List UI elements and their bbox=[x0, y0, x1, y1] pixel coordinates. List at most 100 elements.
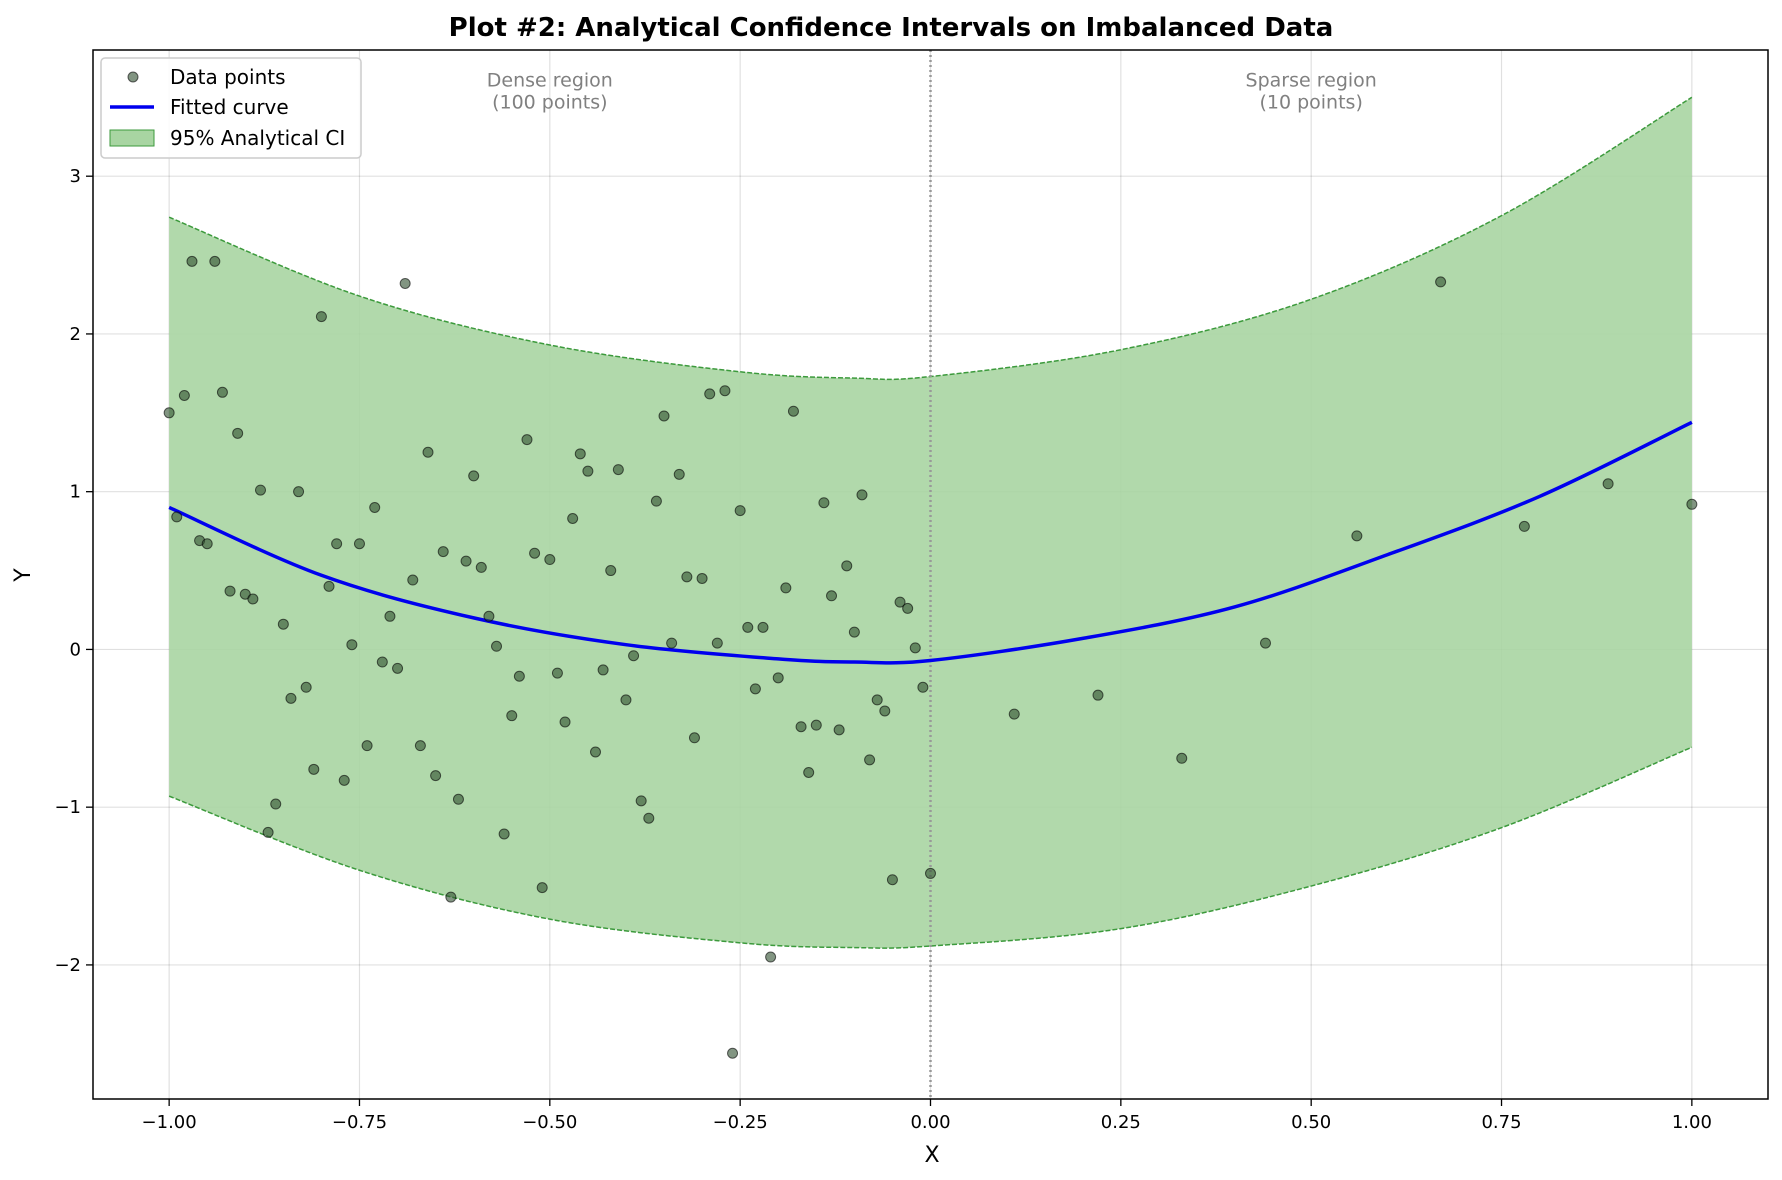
x-tick-label-2: −0.50 bbox=[522, 1112, 577, 1133]
data-point-65 bbox=[658, 410, 670, 422]
data-point-46 bbox=[513, 670, 525, 682]
data-point-93 bbox=[871, 694, 883, 706]
data-point-107 bbox=[1518, 520, 1530, 532]
data-point-6 bbox=[209, 255, 221, 267]
data-point-7 bbox=[216, 386, 228, 398]
data-point-99 bbox=[917, 681, 929, 693]
data-point-102 bbox=[1092, 689, 1104, 701]
data-point-24 bbox=[346, 639, 358, 651]
data-point-8 bbox=[224, 585, 236, 597]
data-point-30 bbox=[392, 662, 404, 674]
x-tick-label-1: −0.75 bbox=[332, 1112, 387, 1133]
data-point-67 bbox=[673, 468, 685, 480]
data-point-66 bbox=[666, 637, 678, 649]
data-point-17 bbox=[293, 486, 305, 498]
data-point-74 bbox=[727, 1047, 739, 1059]
data-point-18 bbox=[300, 681, 312, 693]
data-point-71 bbox=[704, 388, 716, 400]
x-tick-label-3: −0.25 bbox=[713, 1112, 768, 1133]
data-point-28 bbox=[376, 656, 388, 668]
data-point-109 bbox=[1686, 498, 1698, 510]
data-point-15 bbox=[277, 618, 289, 630]
data-point-45 bbox=[506, 710, 518, 722]
annotation-1-line-0: Sparse region bbox=[1246, 70, 1377, 92]
data-point-12 bbox=[255, 484, 266, 496]
legend-marker-data-points bbox=[127, 71, 139, 83]
data-point-0 bbox=[163, 407, 175, 419]
data-point-3 bbox=[186, 255, 198, 267]
data-point-69 bbox=[688, 732, 700, 744]
data-point-92 bbox=[864, 754, 876, 766]
data-point-9 bbox=[232, 427, 244, 439]
legend-label-fitted-curve: Fitted curve bbox=[170, 95, 289, 119]
data-point-95 bbox=[886, 874, 898, 886]
data-point-61 bbox=[628, 650, 640, 662]
data-point-58 bbox=[605, 565, 617, 577]
data-point-41 bbox=[475, 561, 487, 573]
data-point-19 bbox=[308, 763, 320, 775]
data-point-48 bbox=[529, 547, 541, 559]
data-point-55 bbox=[582, 465, 594, 477]
x-tick-label-5: 0.25 bbox=[1101, 1112, 1141, 1133]
data-point-33 bbox=[414, 740, 426, 752]
legend-frame bbox=[100, 57, 362, 159]
data-point-2 bbox=[178, 389, 190, 401]
data-point-36 bbox=[437, 546, 449, 558]
plot-area: Dense region(100 points) Sparse region(10… bbox=[54, 49, 1769, 1133]
data-point-97 bbox=[902, 602, 914, 614]
data-point-68 bbox=[681, 571, 693, 583]
data-point-88 bbox=[833, 724, 845, 736]
axis-ticks: −1.00 −0.75 −0.50 −0.25 0.00 0.25 0.50 0.75 1.00… bbox=[54, 166, 1711, 1133]
data-point-21 bbox=[323, 580, 335, 592]
data-point-23 bbox=[338, 774, 350, 786]
data-point-106 bbox=[1435, 276, 1447, 288]
data-point-26 bbox=[361, 740, 373, 752]
data-point-78 bbox=[757, 621, 769, 633]
data-point-72 bbox=[711, 637, 723, 649]
data-point-27 bbox=[369, 501, 381, 513]
data-point-70 bbox=[696, 572, 708, 584]
x-tick-label-7: 0.75 bbox=[1481, 1112, 1521, 1133]
data-point-44 bbox=[498, 828, 510, 840]
data-point-64 bbox=[650, 495, 662, 507]
x-axis-label: X bbox=[924, 1143, 939, 1168]
data-point-79 bbox=[765, 951, 777, 963]
data-point-25 bbox=[353, 538, 365, 550]
x-tick-label-4: 0.00 bbox=[910, 1112, 950, 1133]
data-point-22 bbox=[331, 538, 343, 550]
data-point-89 bbox=[841, 560, 853, 572]
data-point-76 bbox=[742, 621, 754, 633]
y-tick-label-2: 0 bbox=[70, 639, 81, 660]
data-point-85 bbox=[810, 719, 822, 731]
data-point-77 bbox=[749, 683, 761, 695]
data-point-35 bbox=[430, 770, 442, 782]
data-point-59 bbox=[612, 464, 624, 476]
data-point-49 bbox=[536, 882, 548, 894]
data-point-43 bbox=[491, 640, 503, 652]
data-point-98 bbox=[909, 642, 921, 654]
data-point-57 bbox=[597, 664, 609, 676]
data-point-80 bbox=[772, 672, 784, 684]
data-point-11 bbox=[247, 593, 259, 605]
data-point-38 bbox=[452, 793, 464, 805]
y-axis-label: Y bbox=[11, 568, 36, 583]
data-point-103 bbox=[1176, 752, 1188, 764]
data-point-96 bbox=[894, 596, 906, 608]
data-point-108 bbox=[1602, 478, 1614, 490]
x-tick-label-6: 0.50 bbox=[1291, 1112, 1331, 1133]
data-point-100 bbox=[925, 867, 936, 879]
data-point-105 bbox=[1351, 530, 1363, 542]
data-point-84 bbox=[803, 766, 815, 778]
data-point-50 bbox=[544, 554, 556, 566]
data-point-31 bbox=[399, 277, 411, 289]
data-point-75 bbox=[734, 505, 746, 517]
data-point-34 bbox=[422, 446, 434, 458]
y-tick-label-3: 1 bbox=[70, 482, 81, 503]
legend-label-ci: 95% Analytical CI bbox=[170, 126, 345, 150]
y-tick-label-5: 3 bbox=[70, 166, 81, 187]
annotation-0-line-1: (100 points) bbox=[492, 92, 607, 114]
data-point-53 bbox=[567, 513, 579, 525]
data-point-47 bbox=[521, 434, 533, 446]
data-point-62 bbox=[635, 795, 647, 807]
data-point-73 bbox=[719, 385, 731, 397]
